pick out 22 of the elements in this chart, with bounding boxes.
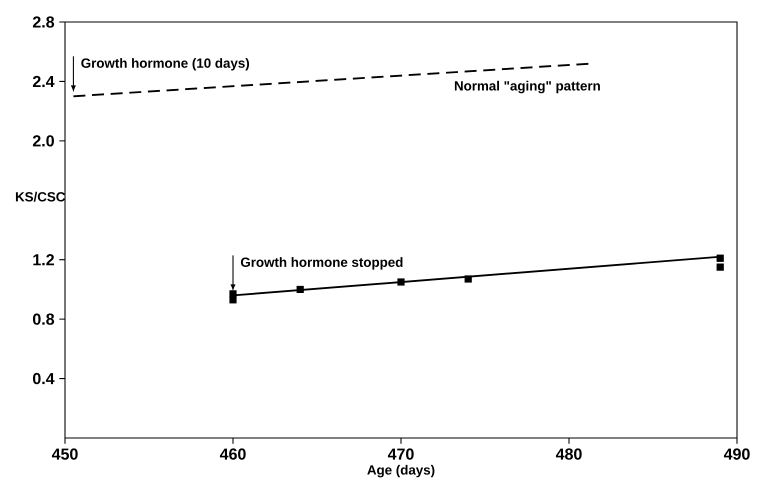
series-label: Normal "aging" pattern	[454, 80, 600, 94]
y-axis-title: KS/CSC	[16, 192, 66, 202]
point	[296, 286, 304, 294]
y-tick-label: 2.8	[32, 16, 54, 28]
annotation: Growth hormone stopped	[240, 257, 402, 270]
point	[229, 290, 237, 298]
y-tick-label: 2.4	[32, 76, 55, 88]
x-tick-label: 460	[220, 448, 246, 460]
x-axis-title: Age (days)	[367, 464, 434, 478]
x-tick-label: 480	[556, 448, 582, 460]
annotation: Growth hormone (10 days)	[81, 58, 250, 70]
y-tick-label: 2.0	[32, 135, 54, 147]
y-tick-label: 0.4	[32, 372, 55, 384]
y-tick-label: 0.8	[32, 313, 54, 325]
x-tick-label: 450	[52, 448, 78, 460]
point	[716, 264, 724, 271]
x-tick-label: 470	[388, 448, 414, 460]
x-tick-label: 490	[724, 448, 750, 460]
y-tick-label: 1.2	[33, 254, 54, 266]
point	[464, 275, 472, 283]
point	[397, 278, 405, 286]
point	[716, 254, 724, 262]
